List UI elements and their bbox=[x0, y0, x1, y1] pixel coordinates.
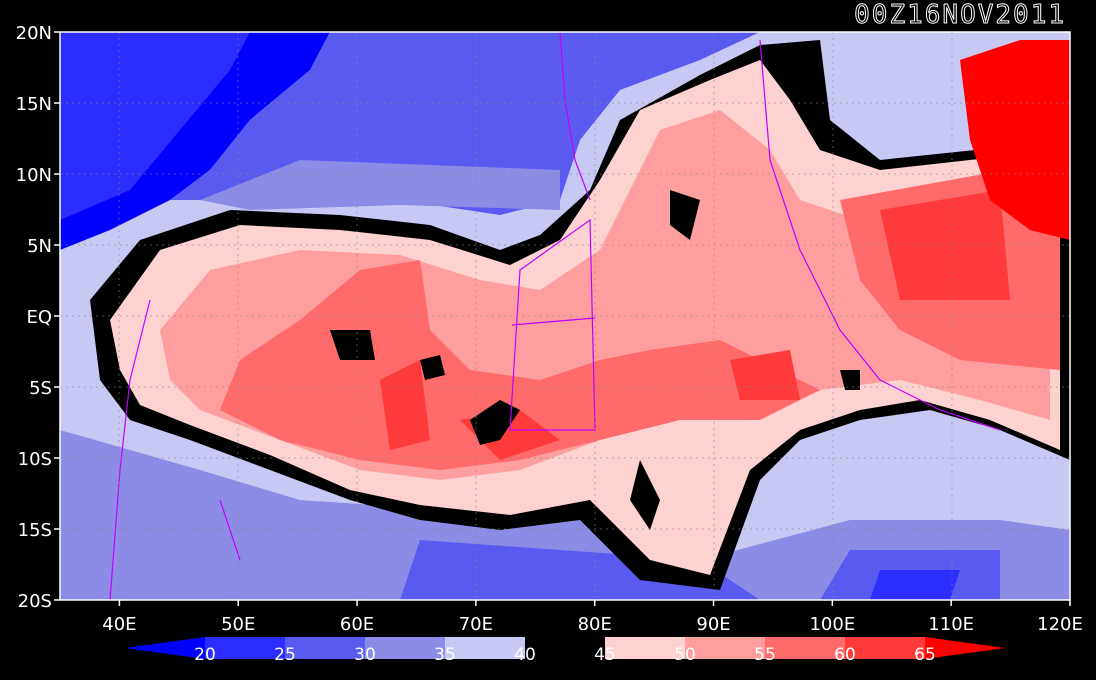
y-tick-label: 15S bbox=[18, 520, 52, 541]
colorbar-label: 50 bbox=[674, 645, 696, 665]
colorbar-label: 35 bbox=[434, 645, 456, 665]
timestamp-label: 00Z16NOV2011 bbox=[854, 0, 1066, 31]
colorbar-segment bbox=[205, 637, 285, 659]
colorbar-label: 20 bbox=[194, 645, 216, 665]
y-tick-label: 10N bbox=[16, 165, 52, 186]
x-tick-label: 60E bbox=[340, 614, 374, 635]
colorbar-segment bbox=[765, 637, 845, 659]
colorbar-segment bbox=[845, 637, 925, 659]
y-tick-label: 20S bbox=[18, 591, 52, 612]
colorbar-label: 25 bbox=[274, 645, 296, 665]
x-tick-label: 90E bbox=[696, 614, 730, 635]
x-axis: 40E 50E 60E 70E 80E 90E 100E 110E 120E bbox=[102, 600, 1083, 635]
x-tick-label: 100E bbox=[809, 614, 855, 635]
x-tick-label: 120E bbox=[1037, 614, 1083, 635]
colorbar-label: 65 bbox=[914, 645, 936, 665]
x-tick-label: 50E bbox=[221, 614, 255, 635]
colorbar: 20 25 30 35 40 45 50 55 60 65 bbox=[125, 637, 1005, 665]
colorbar-segment bbox=[925, 637, 1005, 659]
region-bright-red-east bbox=[960, 40, 1070, 240]
colorbar-label: 45 bbox=[594, 645, 616, 665]
colorbar-segment bbox=[525, 637, 605, 659]
colorbar-label: 60 bbox=[834, 645, 856, 665]
x-tick-label: 80E bbox=[578, 614, 612, 635]
map-field bbox=[60, 32, 1070, 600]
y-tick-label: 15N bbox=[16, 94, 52, 115]
y-tick-label: 20N bbox=[16, 23, 52, 44]
y-tick-label: 5S bbox=[29, 378, 52, 399]
region-red bbox=[220, 260, 820, 470]
x-tick-label: 110E bbox=[928, 614, 974, 635]
colorbar-segment bbox=[125, 637, 205, 659]
x-tick-label: 40E bbox=[102, 614, 136, 635]
colorbar-segment bbox=[445, 637, 525, 659]
y-axis: 20N 15N 10N 5N EQ 5S 10S 15S 20S bbox=[16, 23, 60, 612]
colorbar-segment bbox=[365, 637, 445, 659]
colorbar-label: 55 bbox=[754, 645, 776, 665]
y-tick-label: 10S bbox=[18, 449, 52, 470]
colorbar-label: 30 bbox=[354, 645, 376, 665]
y-tick-label: EQ bbox=[26, 307, 52, 328]
colorbar-segment bbox=[285, 637, 365, 659]
colorbar-label: 40 bbox=[514, 645, 536, 665]
colorbar-segment bbox=[685, 637, 765, 659]
y-tick-label: 5N bbox=[27, 236, 52, 257]
colorbar-segment bbox=[605, 637, 685, 659]
x-tick-label: 70E bbox=[459, 614, 493, 635]
